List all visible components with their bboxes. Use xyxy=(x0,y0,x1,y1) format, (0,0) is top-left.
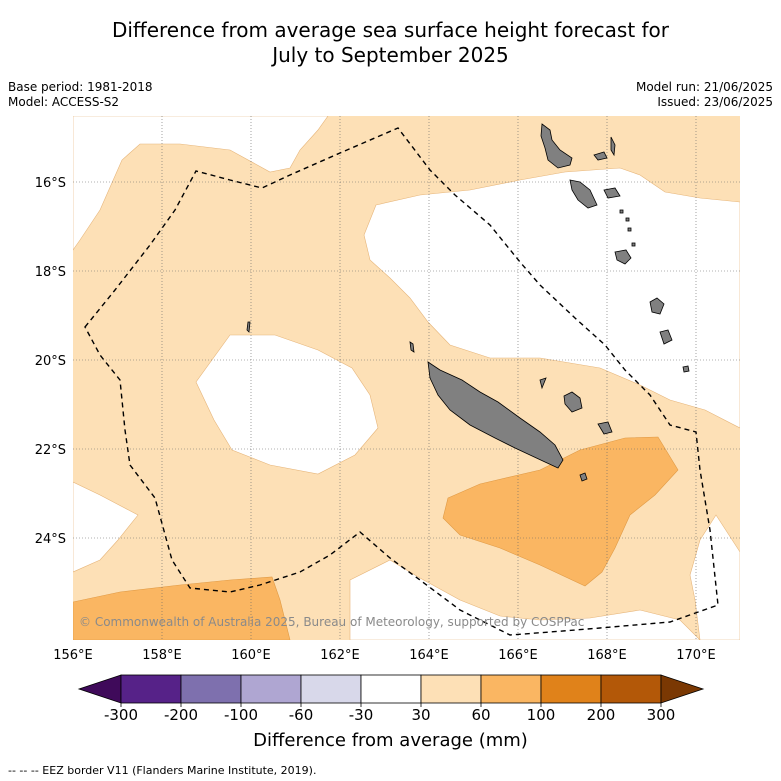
colorbar-segment xyxy=(180,674,242,704)
neutral-region-west xyxy=(195,334,379,475)
colorbar-tick-label: 60 xyxy=(471,706,490,724)
chesterfield-reef xyxy=(246,321,251,333)
colorbar-segment xyxy=(480,674,542,704)
anomaly-60-100-region-southwest xyxy=(73,576,291,640)
neutral-region-south xyxy=(349,559,701,640)
lon-label-160e: 160°E xyxy=(231,648,271,663)
meta-left: Base period: 1981-2018 Model: ACCESS-S2 xyxy=(8,80,153,110)
vanuatu-islet-4 xyxy=(631,242,636,247)
lon-label-158e: 158°E xyxy=(142,648,182,663)
base-period-text: Base period: 1981-2018 xyxy=(8,80,153,94)
lat-label-16s: 16°S xyxy=(35,176,66,191)
new-caledonia-island xyxy=(427,361,564,469)
longitude-labels: 156°E 158°E 160°E 162°E 164°E 166°E 168°… xyxy=(53,648,716,663)
colorbar-tick-label: -200 xyxy=(164,706,198,724)
loyalty-mare xyxy=(597,421,613,435)
colorbar-label: Difference from average (mm) xyxy=(253,730,528,751)
vanuatu-malekula xyxy=(569,179,598,209)
neutral-region-topleft xyxy=(73,116,329,251)
colorbar-segment xyxy=(360,674,422,704)
colorbar-tick-label: 200 xyxy=(587,706,616,724)
loyalty-ouvea xyxy=(539,377,547,390)
vanuatu-islet-2 xyxy=(625,217,630,222)
vanuatu-efate xyxy=(603,187,621,199)
colorbar-segment xyxy=(600,674,662,704)
land-masses xyxy=(246,123,690,482)
neutral-region-southeast xyxy=(689,514,740,640)
colorbar-tick-label: -60 xyxy=(289,706,314,724)
colorbar-segment xyxy=(540,674,602,704)
colorbar: -300 -200 -100 -60 -30 30 60 100 200 300 xyxy=(77,674,705,724)
title-line-1: Difference from average sea surface heig… xyxy=(111,18,670,42)
lon-label-162e: 162°E xyxy=(320,648,360,663)
lat-label-20s: 20°S xyxy=(35,354,66,369)
gridlines xyxy=(73,116,740,640)
neutral-region-northeast xyxy=(363,167,740,429)
title-line-2: July to September 2025 xyxy=(272,43,509,67)
chart-title: Difference from average sea surface heig… xyxy=(0,18,781,68)
vanuatu-tanna xyxy=(649,297,665,315)
colorbar-tick-label: -30 xyxy=(349,706,374,724)
lat-label-24s: 24°S xyxy=(35,532,66,547)
issued-text: Issued: 23/06/2025 xyxy=(657,95,773,109)
eez-footnote: -- -- -- EEZ border V11 (Flanders Marine… xyxy=(8,764,317,777)
lon-label-156e: 156°E xyxy=(53,648,93,663)
model-run-text: Model run: 21/06/2025 xyxy=(635,80,773,94)
anomaly-60-100-region-east xyxy=(442,436,679,587)
loyalty-lifou xyxy=(563,391,583,413)
lat-label-18s: 18°S xyxy=(35,265,66,280)
lon-label-170e: 170°E xyxy=(676,648,716,663)
belep-islands xyxy=(409,341,415,353)
colorbar-tick-label: 300 xyxy=(647,706,676,724)
latitude-labels: 16°S 18°S 20°S 22°S 24°S xyxy=(35,176,66,547)
lon-label-166e: 166°E xyxy=(498,648,538,663)
copyright-text: © Commonwealth of Australia 2025, Bureau… xyxy=(79,615,584,629)
neutral-region-southwest xyxy=(73,481,139,573)
colorbar-segment xyxy=(300,674,362,704)
lat-label-22s: 22°S xyxy=(35,443,66,458)
colorbar-tick-label: 30 xyxy=(411,706,430,724)
map-area: © Commonwealth of Australia 2025, Bureau… xyxy=(73,116,740,640)
meta-right: Model run: 21/06/2025 Issued: 23/06/2025 xyxy=(636,80,773,110)
vanuatu-aneityum xyxy=(659,329,673,345)
model-text: Model: ACCESS-S2 xyxy=(8,95,120,109)
colorbar-segment xyxy=(120,674,182,704)
colorbar-tick-label: -100 xyxy=(224,706,258,724)
colorbar-tick-label: -300 xyxy=(104,706,138,724)
vanuatu-erromango xyxy=(614,249,632,265)
colorbar-extend-high xyxy=(660,674,705,704)
vanuatu-islet-3 xyxy=(627,227,632,232)
hunter-island xyxy=(682,365,690,373)
colorbar-segment xyxy=(240,674,302,704)
lon-label-168e: 168°E xyxy=(587,648,627,663)
colorbar-extend-low xyxy=(77,674,122,704)
lon-label-164e: 164°E xyxy=(409,648,449,663)
eez-border xyxy=(84,127,719,636)
colorbar-tick-label: 100 xyxy=(527,706,556,724)
colorbar-segment xyxy=(420,674,482,704)
vanuatu-small-island-1 xyxy=(593,151,608,161)
vanuatu-espiritu-santo xyxy=(540,123,573,169)
vanuatu-islet-1 xyxy=(619,209,624,214)
vanuatu-small-island-2 xyxy=(610,136,616,157)
matthew-island xyxy=(579,472,588,482)
